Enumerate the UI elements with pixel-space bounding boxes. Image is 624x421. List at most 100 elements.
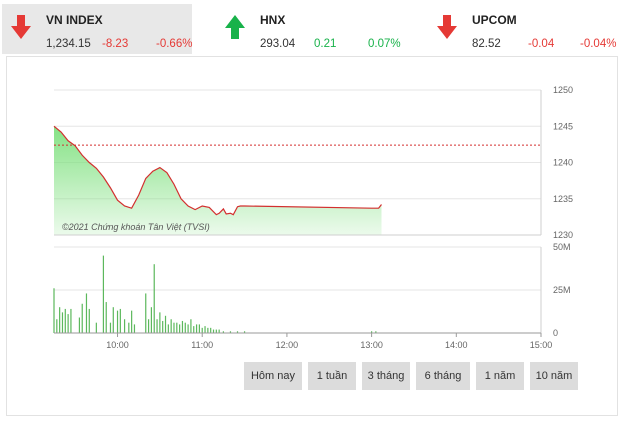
volume-bar <box>119 308 121 333</box>
range-button-1-year[interactable]: 1 năm <box>476 362 524 390</box>
y-tick-label: 1245 <box>553 121 573 131</box>
range-button-1-week[interactable]: 1 tuần <box>308 362 356 390</box>
index-value: 293.04 <box>260 38 296 50</box>
index-percent: 0.07% <box>368 38 401 50</box>
time-axis: 10:00 11:00 12:00 13:00 14:00 15:00 <box>106 333 552 350</box>
volume-bar <box>187 324 189 333</box>
y-tick-label: 1240 <box>553 158 573 168</box>
arrow-down-icon <box>11 15 31 39</box>
index-change: -8.23 <box>102 38 129 50</box>
volume-bar <box>53 288 55 333</box>
market-index-bar: VN INDEX 1,234.15 -8.23 -0.66% HNX 293.0… <box>0 0 624 56</box>
volume-bar <box>145 293 147 333</box>
volume-grid <box>54 246 541 334</box>
volume-bar <box>176 322 178 333</box>
volume-bar <box>371 331 373 333</box>
volume-bar <box>105 302 107 333</box>
volume-bar <box>181 320 184 333</box>
volume-bar <box>56 319 58 333</box>
volume-bar <box>375 331 377 333</box>
volume-bar <box>59 307 61 333</box>
volume-bar <box>190 319 192 333</box>
volume-bar <box>179 324 181 333</box>
volume-bar <box>128 322 130 333</box>
y-tick-label: 1230 <box>553 230 573 240</box>
chart-panel <box>6 56 618 416</box>
y-tick-label: 25M <box>553 285 571 295</box>
volume-bar <box>150 307 152 333</box>
volume-bar <box>204 326 206 333</box>
volume-bar <box>153 264 155 333</box>
y-tick-label: 1250 <box>553 85 573 95</box>
range-button-today[interactable]: Hôm nay <box>244 362 302 390</box>
volume-bar <box>243 331 246 333</box>
x-tick-label: 15:00 <box>530 340 553 350</box>
volume-bar <box>95 322 97 333</box>
y-tick-label: 50M <box>553 242 571 252</box>
price-line <box>53 125 382 216</box>
index-card-vnindex[interactable]: VN INDEX 1,234.15 -8.23 -0.66% <box>2 4 192 54</box>
x-tick-label: 14:00 <box>445 340 468 350</box>
volume-bar <box>212 329 215 333</box>
volume-bar <box>215 329 217 333</box>
x-tick-label: 10:00 <box>106 340 129 350</box>
volume-bar <box>67 314 69 333</box>
volume-bar <box>218 329 220 333</box>
volume-bar <box>133 324 136 333</box>
volume-bar <box>70 308 72 333</box>
index-value: 82.52 <box>472 38 501 50</box>
y-tick-label: 1235 <box>553 194 573 204</box>
price-area <box>53 125 541 235</box>
price-area-fill <box>54 126 382 235</box>
volume-bar <box>193 326 195 333</box>
range-button-10-years[interactable]: 10 năm <box>530 362 578 390</box>
volume-bar <box>102 255 105 333</box>
range-button-3-months[interactable]: 3 tháng <box>362 362 410 390</box>
volume-bar <box>184 322 186 333</box>
volume-bar <box>195 324 198 333</box>
volume-bar <box>167 324 169 333</box>
volume-axis: 50M 25M 0 <box>54 242 571 338</box>
volume-bar <box>229 331 232 333</box>
range-button-6-months[interactable]: 6 tháng <box>416 362 470 390</box>
volume-bar <box>64 308 66 333</box>
x-tick-label: 12:00 <box>276 340 299 350</box>
volume-bar <box>78 317 81 333</box>
volume-bar <box>131 310 133 333</box>
index-change: -0.04 <box>528 38 555 50</box>
chart-watermark: ©2021 Chứng khoán Tân Việt (TVSI) <box>62 222 210 232</box>
volume-bar <box>236 331 239 333</box>
x-tick-label: 11:00 <box>191 340 213 350</box>
index-value: 1,234.15 <box>46 38 91 50</box>
price-axis: 1250 1245 1240 1235 1230 <box>54 85 573 240</box>
x-tick-label: 13:00 <box>360 340 383 350</box>
volume-bars <box>53 255 377 333</box>
volume-bar <box>198 324 200 333</box>
volume-bar <box>156 319 158 333</box>
volume-bar <box>112 307 114 333</box>
index-name: VN INDEX <box>46 13 103 27</box>
index-percent: -0.04% <box>580 38 617 50</box>
volume-bar <box>61 312 64 333</box>
volume-bar <box>88 308 90 333</box>
arrow-down-icon <box>437 15 457 39</box>
index-name: HNX <box>260 13 286 27</box>
index-card-upcom[interactable]: UPCOM 82.52 -0.04 -0.04% <box>428 4 618 54</box>
volume-bar <box>85 293 88 333</box>
volume-bar <box>159 312 161 333</box>
volume-bar <box>207 327 209 333</box>
volume-bar <box>162 320 164 333</box>
volume-bar <box>81 303 83 333</box>
volume-bar <box>123 319 126 333</box>
volume-bar <box>210 327 212 333</box>
volume-bar <box>201 327 203 333</box>
index-percent: -0.66% <box>156 38 193 50</box>
volume-bar <box>164 315 167 333</box>
volume-bar <box>116 310 119 333</box>
index-card-hnx[interactable]: HNX 293.04 0.21 0.07% <box>216 4 406 54</box>
y-tick-label: 0 <box>553 328 558 338</box>
volume-bar <box>109 322 112 333</box>
volume-bar <box>173 322 175 333</box>
volume-bar <box>147 319 150 333</box>
